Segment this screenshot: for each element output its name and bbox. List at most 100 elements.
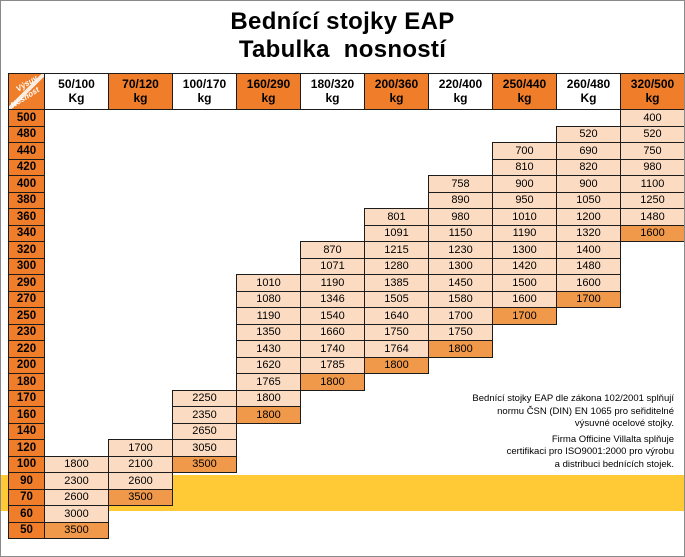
- cell-200-200/360: 1800: [364, 356, 429, 374]
- column-header-260/480: 260/480 Kg: [556, 73, 621, 110]
- cell-230-160/290: 1350: [236, 323, 301, 341]
- title-line-2: Tabulka nosností: [238, 36, 447, 63]
- cell-270-200/360: 1505: [364, 290, 429, 308]
- row-label-120: 120: [8, 439, 45, 457]
- cell-220-200/360: 1764: [364, 340, 429, 358]
- cell-300-220/400: 1300: [428, 257, 493, 275]
- cell-290-260/480: 1600: [556, 274, 621, 292]
- row-label-230: 230: [8, 323, 45, 341]
- cell-420-320/500: 980: [620, 158, 684, 176]
- column-header-180/320: 180/320 kg: [300, 73, 365, 110]
- cell-480-320/500: 520: [620, 125, 684, 143]
- cell-340-200/360: 1091: [364, 224, 429, 242]
- column-header-160/290: 160/290 kg: [236, 73, 301, 110]
- cell-160-100/170: 2350: [172, 406, 237, 424]
- title-line-1: Bednící stojky EAP: [230, 8, 455, 35]
- cell-250-220/400: 1700: [428, 307, 493, 325]
- cell-320-260/480: 1400: [556, 241, 621, 259]
- row-label-50: 50: [8, 521, 45, 539]
- cell-100-70/120: 2100: [108, 455, 173, 473]
- cell-290-200/360: 1385: [364, 274, 429, 292]
- row-label-420: 420: [8, 158, 45, 176]
- cell-380-220/400: 890: [428, 191, 493, 209]
- cell-230-220/400: 1750: [428, 323, 493, 341]
- cell-360-260/480: 1200: [556, 208, 621, 226]
- cell-480-260/480: 520: [556, 125, 621, 143]
- row-label-200: 200: [8, 356, 45, 374]
- row-label-100: 100: [8, 455, 45, 473]
- cell-300-250/440: 1420: [492, 257, 557, 275]
- cell-160-160/290: 1800: [236, 406, 301, 424]
- cell-250-160/290: 1190: [236, 307, 301, 325]
- cell-360-320/500: 1480: [620, 208, 684, 226]
- column-header-100/170: 100/170 kg: [172, 73, 237, 110]
- cell-290-180/320: 1190: [300, 274, 365, 292]
- cell-250-250/440: 1700: [492, 307, 557, 325]
- row-label-480: 480: [8, 125, 45, 143]
- cell-380-320/500: 1250: [620, 191, 684, 209]
- cell-230-180/320: 1660: [300, 323, 365, 341]
- cell-270-250/440: 1600: [492, 290, 557, 308]
- row-label-90: 90: [8, 472, 45, 490]
- row-label-220: 220: [8, 340, 45, 358]
- cell-200-160/290: 1620: [236, 356, 301, 374]
- cell-60-50/100: 3000: [44, 505, 109, 523]
- cell-120-70/120: 1700: [108, 439, 173, 457]
- cell-340-260/480: 1320: [556, 224, 621, 242]
- column-header-250/440: 250/440 kg: [492, 73, 557, 110]
- cell-420-250/440: 810: [492, 158, 557, 176]
- row-label-380: 380: [8, 191, 45, 209]
- footnote-line: a distribuci bednících stojek.: [554, 458, 674, 470]
- cell-70-70/120: 3500: [108, 488, 173, 506]
- cell-420-260/480: 820: [556, 158, 621, 176]
- footnote-line: certifikaci pro ISO9001:2000 pro výrobu: [506, 446, 674, 457]
- cell-90-50/100: 2300: [44, 472, 109, 490]
- cell-100-50/100: 1800: [44, 455, 109, 473]
- cell-500-320/500: 400: [620, 109, 684, 127]
- cell-250-200/360: 1640: [364, 307, 429, 325]
- row-label-290: 290: [8, 274, 45, 292]
- row-label-500: 500: [8, 109, 45, 127]
- cell-340-320/500: 1600: [620, 224, 684, 242]
- cell-90-70/120: 2600: [108, 472, 173, 490]
- row-label-340: 340: [8, 224, 45, 242]
- row-label-300: 300: [8, 257, 45, 275]
- cell-360-250/440: 1010: [492, 208, 557, 226]
- cell-250-180/320: 1540: [300, 307, 365, 325]
- cell-300-180/320: 1071: [300, 257, 365, 275]
- cell-400-250/440: 900: [492, 175, 557, 193]
- footnote: Bednící stojky EAP dle zákona 102/2001 s…: [472, 393, 674, 471]
- cell-340-220/400: 1150: [428, 224, 493, 242]
- cell-290-250/440: 1500: [492, 274, 557, 292]
- cell-400-220/400: 758: [428, 175, 493, 193]
- cell-120-100/170: 3050: [172, 439, 237, 457]
- cell-270-220/400: 1580: [428, 290, 493, 308]
- cell-170-100/170: 2250: [172, 389, 237, 407]
- corner-header: Výsuv Nosnost: [8, 73, 45, 110]
- cell-50-50/100: 3500: [44, 521, 109, 539]
- row-label-60: 60: [8, 505, 45, 523]
- cell-400-260/480: 900: [556, 175, 621, 193]
- cell-320-180/320: 870: [300, 241, 365, 259]
- cell-70-50/100: 2600: [44, 488, 109, 506]
- cell-180-180/320: 1800: [300, 373, 365, 391]
- footnote-line: výsuvné ocelové stojky.: [574, 418, 674, 429]
- cell-320-220/400: 1230: [428, 241, 493, 259]
- cell-230-200/360: 1750: [364, 323, 429, 341]
- row-label-180: 180: [8, 373, 45, 391]
- cell-170-160/290: 1800: [236, 389, 301, 407]
- cell-290-220/400: 1450: [428, 274, 493, 292]
- cell-320-250/440: 1300: [492, 241, 557, 259]
- row-label-320: 320: [8, 241, 45, 259]
- cell-300-260/480: 1480: [556, 257, 621, 275]
- cell-270-260/480: 1700: [556, 290, 621, 308]
- cell-100-100/170: 3500: [172, 455, 237, 473]
- cell-220-220/400: 1800: [428, 340, 493, 358]
- column-header-200/360: 200/360 kg: [364, 73, 429, 110]
- row-label-360: 360: [8, 208, 45, 226]
- row-label-140: 140: [8, 422, 45, 440]
- cell-340-250/440: 1190: [492, 224, 557, 242]
- column-header-320/500: 320/500 kg: [620, 73, 684, 110]
